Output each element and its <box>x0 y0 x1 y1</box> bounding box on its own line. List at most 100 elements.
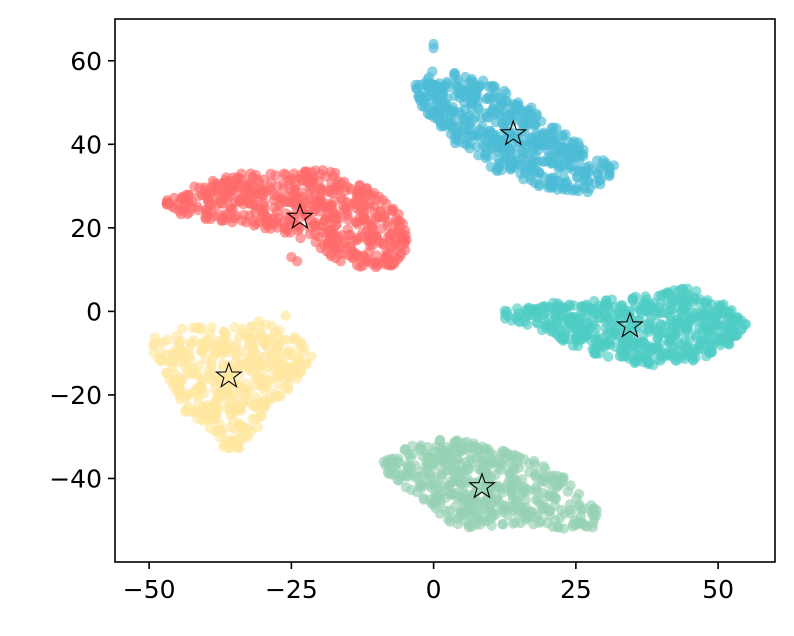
scatter-point <box>615 314 626 325</box>
scatter-point <box>180 201 191 212</box>
scatter-point <box>410 79 421 91</box>
scatter-point <box>617 300 628 311</box>
scatter-point <box>507 518 519 529</box>
scatter-point <box>273 342 285 353</box>
scatter-point <box>511 503 522 514</box>
scatter-point <box>254 321 266 332</box>
scatter-point <box>471 506 482 518</box>
scatter-point <box>382 220 393 231</box>
scatter-point <box>363 246 374 258</box>
scatter-point <box>674 339 686 351</box>
scatter-point <box>246 351 257 362</box>
scatter-point <box>451 77 462 89</box>
scatter-point <box>629 356 640 367</box>
scatter-point <box>439 449 450 460</box>
y-tick-label: 20 <box>70 214 102 243</box>
scatter-point <box>589 178 601 189</box>
scatter-point <box>291 256 303 267</box>
scatter-point <box>724 306 735 317</box>
scatter-point <box>299 166 311 177</box>
scatter-point <box>520 506 531 517</box>
scatter-point <box>400 443 411 455</box>
scatter-point <box>273 390 284 402</box>
scatter-point <box>555 161 566 173</box>
scatter-point <box>259 200 270 212</box>
scatter-point <box>224 402 236 413</box>
scatter-point <box>671 318 682 329</box>
y-tick-label: −40 <box>49 464 102 493</box>
scatter-point <box>216 386 227 397</box>
scatter-point <box>416 466 428 477</box>
scatter-point <box>424 480 435 491</box>
centroid-star <box>285 202 314 230</box>
points-layer <box>148 38 752 534</box>
scatter-point <box>486 141 497 152</box>
scatter-point <box>673 285 684 296</box>
scatter-point <box>343 250 355 261</box>
scatter-point <box>670 329 681 340</box>
scatter-point <box>543 182 554 193</box>
scatter-point <box>191 405 202 417</box>
scatter-point <box>533 166 545 178</box>
scatter-point <box>508 474 519 485</box>
scatter-point <box>503 142 514 153</box>
scatter-point <box>498 504 509 515</box>
scatter-point <box>493 462 504 474</box>
scatter-point <box>326 200 337 211</box>
scatter-point <box>314 191 325 203</box>
scatter-point <box>469 92 480 103</box>
scatter-point <box>455 478 466 489</box>
scatter-point <box>382 259 393 271</box>
y-tick-label: 40 <box>70 130 102 159</box>
y-tick-label: 0 <box>86 297 102 326</box>
scatter-point <box>727 324 738 336</box>
scatter-point <box>346 199 357 210</box>
scatter-point <box>190 389 202 400</box>
scatter-point <box>524 162 535 174</box>
scatter-point <box>199 388 210 399</box>
scatter-point <box>323 186 335 198</box>
scatter-point <box>293 193 304 204</box>
scatter-point <box>458 113 470 125</box>
scatter-point <box>538 461 549 472</box>
scatter-point <box>483 112 494 123</box>
scatter-point <box>551 122 562 134</box>
scatter-point <box>567 340 579 351</box>
scatter-point <box>252 422 263 433</box>
scatter-point <box>682 289 693 300</box>
scatter-point <box>200 212 211 223</box>
scatter-point <box>506 315 517 326</box>
scatter-point <box>162 195 173 206</box>
scatter-point <box>497 118 509 129</box>
scatter-point <box>452 518 463 530</box>
scatter-point <box>560 178 571 189</box>
scatter-point <box>562 486 574 497</box>
scatter-point <box>510 111 521 122</box>
scatter-point <box>153 337 164 348</box>
scatter-point <box>418 493 429 504</box>
scatter-point <box>247 413 258 424</box>
scatter-point <box>229 322 240 333</box>
scatter-point <box>361 183 373 194</box>
scatter-point <box>589 342 601 354</box>
scatter-point <box>238 209 250 221</box>
scatter-point <box>603 351 614 362</box>
scatter-point <box>270 170 281 181</box>
scatter-point <box>434 508 446 519</box>
scatter-point <box>560 129 571 140</box>
scatter-point <box>475 80 486 91</box>
scatter-point <box>374 206 385 217</box>
x-tick-label: −50 <box>123 575 176 604</box>
scatter-point <box>436 465 448 476</box>
scatter-point <box>554 332 565 343</box>
scatter-point <box>590 323 602 334</box>
scatter-point <box>382 459 393 470</box>
scatter-point <box>417 450 428 462</box>
scatter-point <box>544 139 555 150</box>
scatter-point <box>431 492 442 503</box>
scatter-point <box>485 513 496 524</box>
scatter-point <box>266 321 278 332</box>
scatter-point <box>489 130 500 141</box>
scatter-point <box>179 354 191 366</box>
